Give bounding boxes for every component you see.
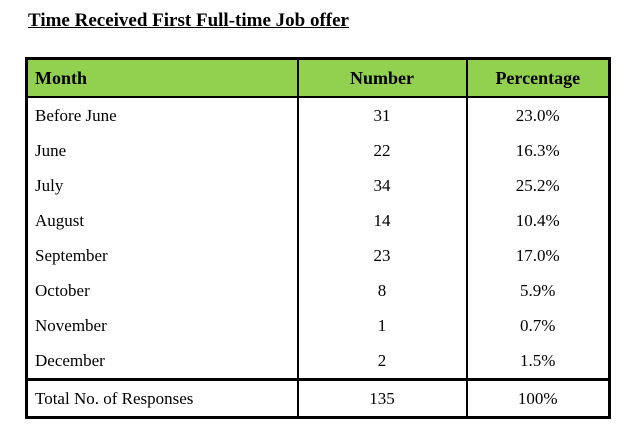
table-cell-month: Before June: [25, 97, 299, 133]
table-cell-month: October: [25, 273, 299, 308]
table-cell-percentage: 17.0%: [465, 238, 611, 273]
table-header-row: Month Number Percentage: [25, 58, 611, 98]
table-cell-percentage: 1.5%: [465, 343, 611, 380]
table-cell-number: 34: [296, 168, 468, 203]
table-cell-month: July: [25, 168, 299, 203]
table-row: July 34 25.2%: [25, 168, 611, 203]
table-cell-number: 1: [296, 308, 468, 343]
table-row: December 2 1.5%: [25, 343, 611, 380]
column-header-percentage: Percentage: [465, 58, 611, 98]
table-cell-percentage: 16.3%: [465, 133, 611, 168]
total-number: 135: [296, 378, 468, 418]
table-cell-percentage: 23.0%: [465, 97, 611, 133]
page-title: Time Received First Full-time Job offer: [28, 10, 349, 31]
table-row: September 23 17.0%: [25, 238, 611, 273]
table-cell-number: 2: [296, 343, 468, 380]
table-cell-percentage: 5.9%: [465, 273, 611, 308]
table-cell-number: 8: [296, 273, 468, 308]
table-cell-percentage: 25.2%: [465, 168, 611, 203]
table-cell-number: 31: [296, 97, 468, 133]
total-percentage: 100%: [465, 378, 611, 418]
table-cell-number: 14: [296, 203, 468, 238]
table-cell-month: September: [25, 238, 299, 273]
table-row: October 8 5.9%: [25, 273, 611, 308]
table-cell-percentage: 10.4%: [465, 203, 611, 238]
table-cell-month: August: [25, 203, 299, 238]
table-row: August 14 10.4%: [25, 203, 611, 238]
table-cell-month: November: [25, 308, 299, 343]
table-row: Before June 31 23.0%: [25, 97, 611, 133]
table-row: June 22 16.3%: [25, 133, 611, 168]
table-cell-percentage: 0.7%: [465, 308, 611, 343]
table-cell-month: December: [25, 343, 299, 380]
table-cell-number: 22: [296, 133, 468, 168]
table-row: November 1 0.7%: [25, 308, 611, 343]
column-header-month: Month: [25, 58, 299, 98]
table-cell-month: June: [25, 133, 299, 168]
job-offer-table: Month Number Percentage Before June 31 2…: [25, 57, 611, 419]
column-header-number: Number: [296, 58, 468, 98]
table-total-row: Total No. of Responses 135 100%: [25, 378, 611, 418]
table-cell-number: 23: [296, 238, 468, 273]
total-label: Total No. of Responses: [25, 378, 299, 418]
